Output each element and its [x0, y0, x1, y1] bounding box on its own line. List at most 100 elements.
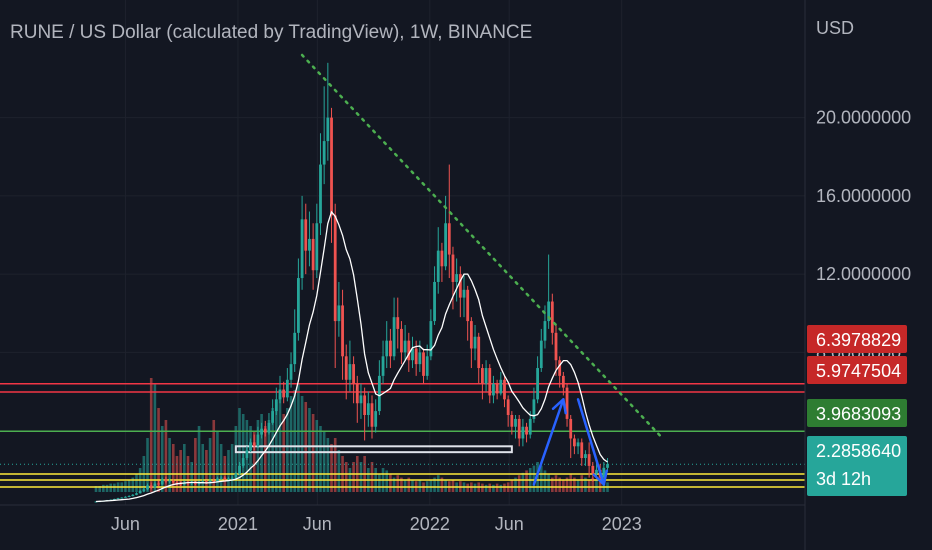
candle-body	[359, 395, 363, 404]
candle-body	[245, 450, 249, 459]
candle-body	[308, 238, 311, 251]
candle-body	[326, 117, 330, 142]
candle-body	[256, 434, 260, 447]
volume-bar	[352, 462, 355, 492]
candle-body	[377, 375, 381, 412]
volume-bar	[263, 426, 267, 492]
x-tick-label: Jun	[303, 514, 332, 534]
volume-bar	[249, 426, 252, 492]
drawings[interactable]	[300, 53, 664, 486]
candle-body	[293, 332, 297, 365]
arrow-head	[551, 398, 567, 415]
price-tag-label: 5.9747504	[816, 361, 901, 381]
volume-bar	[315, 420, 319, 492]
y-tick-label: 20.0000000	[816, 108, 911, 128]
volume-bar	[521, 472, 525, 492]
volume-bar	[205, 450, 208, 492]
candle-body	[149, 485, 153, 488]
volume-bar	[499, 484, 503, 492]
candle-body	[576, 442, 580, 447]
volume-bar	[562, 480, 565, 492]
candle-body	[495, 383, 499, 394]
up-arrow	[532, 398, 565, 486]
down-arrow	[576, 398, 606, 486]
candle-body	[525, 426, 528, 435]
candle-body	[558, 360, 562, 376]
candle-body	[543, 321, 547, 341]
volume-bar	[227, 450, 230, 492]
candle-body	[168, 480, 171, 482]
trend-line	[300, 53, 664, 440]
volume-bar	[396, 475, 400, 492]
price-tag	[807, 325, 907, 353]
candle-body	[403, 340, 407, 353]
candle-body	[127, 496, 131, 497]
candle-body	[484, 368, 488, 384]
candle-body	[223, 477, 227, 480]
volume-bar	[539, 465, 543, 492]
volume-bar	[495, 483, 499, 492]
candle-body	[124, 496, 127, 498]
candle-body	[451, 254, 455, 282]
candle-body	[363, 395, 367, 415]
volume-bar	[330, 444, 333, 492]
candle-body	[506, 399, 510, 415]
volume-bar	[503, 483, 506, 492]
candle-body	[131, 494, 135, 496]
price-tags: 6.3978829 5.9747504 3.9683093 2.2858640 3d 1…	[807, 325, 907, 496]
candle-body	[267, 422, 271, 433]
volume-bar	[149, 378, 153, 492]
x-tick-label: Jun	[495, 514, 524, 534]
candle-body	[469, 321, 473, 349]
candle-body	[547, 301, 551, 322]
candle-body	[573, 438, 576, 447]
volume-bar	[392, 477, 396, 492]
candle-body	[595, 469, 598, 474]
candle-body	[212, 480, 216, 482]
candle-body	[252, 442, 256, 447]
candle-body	[587, 454, 591, 466]
candle-body	[370, 403, 374, 427]
candle-body	[138, 490, 142, 494]
volume-bar	[252, 432, 256, 492]
volume-bar	[547, 474, 550, 492]
volume-bar	[322, 432, 326, 492]
candle-body	[337, 305, 341, 322]
candle-body	[411, 348, 414, 361]
volume-bar	[98, 486, 101, 492]
volume-bar	[573, 477, 576, 492]
x-tick-label: 2023	[602, 514, 642, 534]
volume-bar	[289, 396, 293, 492]
volume-bar	[308, 408, 311, 492]
countdown-label: 3d 12h	[816, 469, 871, 489]
candle-body	[135, 493, 138, 495]
candle-body	[565, 387, 569, 419]
volume-bar	[160, 426, 164, 492]
volume-bar	[558, 477, 561, 492]
time-axis[interactable]: Jun 2021 Jun 2022 Jun 2023	[111, 514, 642, 534]
candle-body	[142, 489, 146, 491]
candle-body	[473, 336, 477, 349]
volume-bar	[385, 470, 389, 492]
candle-body	[146, 485, 149, 490]
candle-body	[208, 480, 212, 482]
volume-bar	[517, 475, 521, 492]
support-box	[234, 445, 513, 454]
volume-bar	[219, 444, 223, 492]
volume-bar	[337, 450, 341, 492]
volume-bar	[94, 486, 98, 492]
volume-bar	[481, 483, 484, 492]
candle-body	[113, 498, 116, 500]
candle-body	[300, 219, 304, 279]
candle-body	[554, 332, 558, 361]
x-tick-label: 2022	[410, 514, 450, 534]
price-tag-label: 3.9683093	[816, 404, 901, 424]
candle-body	[462, 289, 466, 298]
volume-bar	[230, 444, 234, 492]
candle-body	[517, 418, 521, 439]
candle-body	[447, 223, 451, 255]
volume-bar	[333, 438, 337, 492]
candle-body	[528, 418, 532, 435]
candle-body	[433, 281, 436, 322]
